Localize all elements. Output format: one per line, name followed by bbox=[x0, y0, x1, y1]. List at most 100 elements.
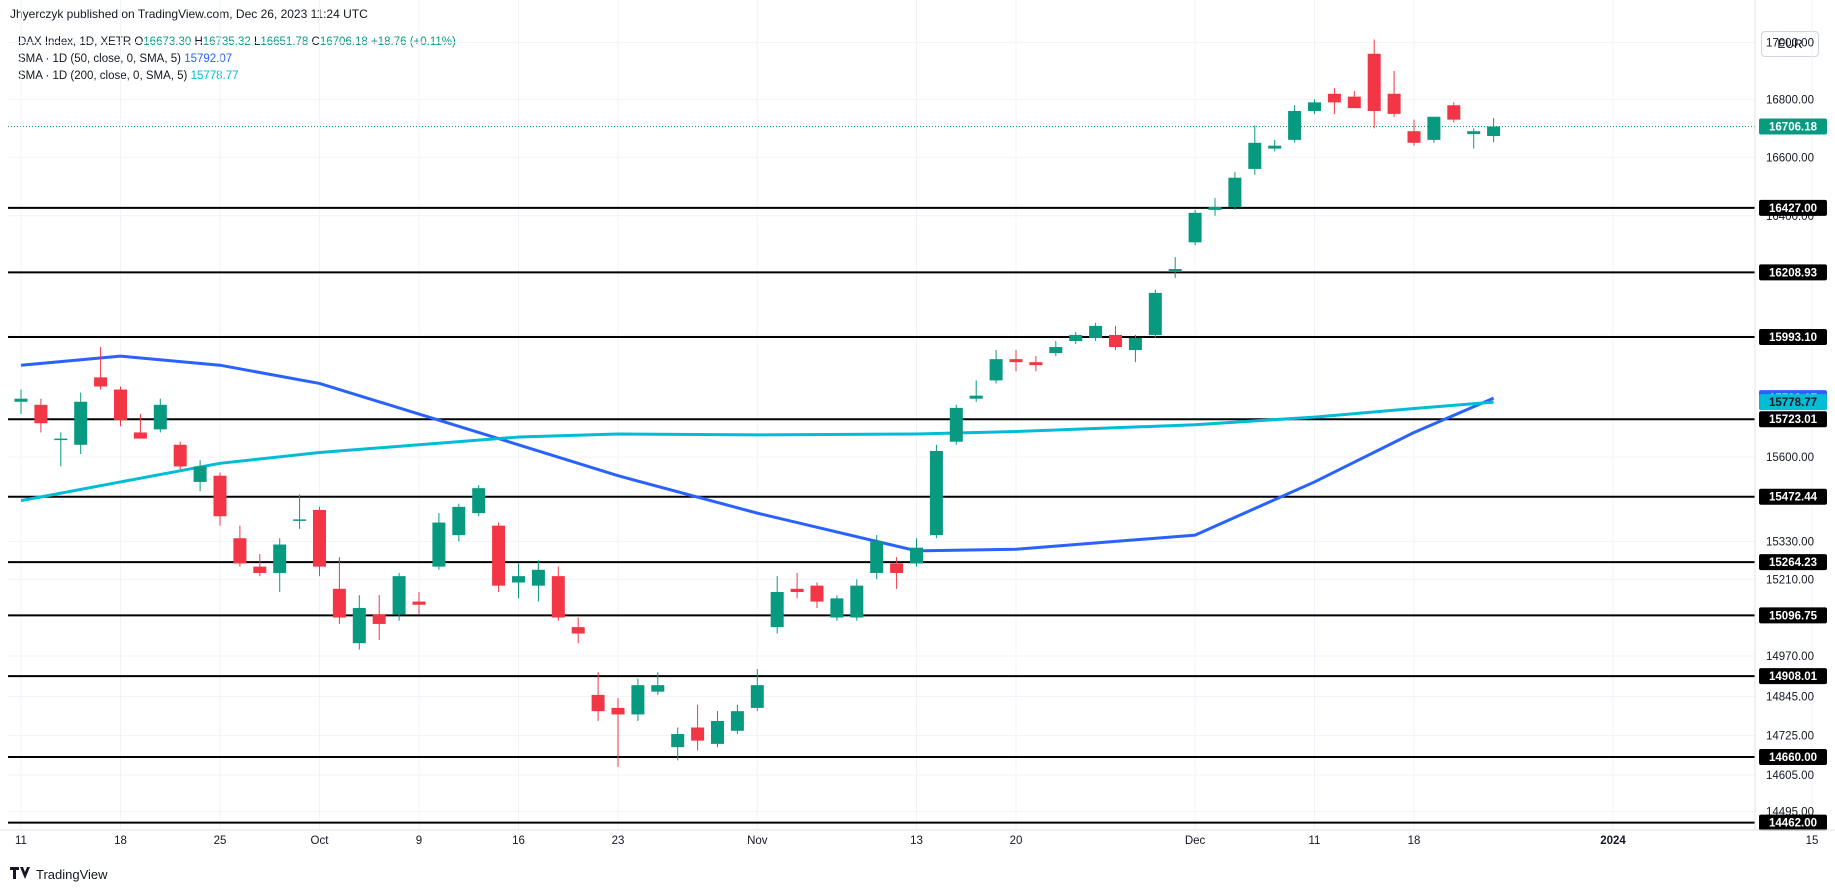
candle-body bbox=[830, 598, 844, 618]
sma200-value: 15778.77 bbox=[190, 70, 239, 82]
level-price-tag: 15264.23 bbox=[1759, 554, 1827, 571]
candle bbox=[1347, 90, 1361, 109]
sma200-line bbox=[20, 400, 1494, 503]
candle-body bbox=[551, 576, 565, 618]
candle-body bbox=[34, 404, 48, 424]
level-price-tag: 15723.01 bbox=[1759, 411, 1827, 428]
tradingview-brand: TradingView bbox=[36, 866, 108, 882]
candle bbox=[372, 595, 386, 640]
time-tick-label: Oct bbox=[311, 835, 330, 847]
level-price-tag-text: 15472.44 bbox=[1769, 492, 1818, 504]
candle-body bbox=[412, 601, 426, 605]
price-tick-label: 17000.00 bbox=[1766, 37, 1814, 49]
candle-body bbox=[133, 432, 147, 439]
sma200-label: SMA · 1D (200, close, 0, SMA, 5) bbox=[18, 70, 188, 82]
candle bbox=[1029, 356, 1043, 372]
candle-body bbox=[332, 588, 346, 618]
candle-body bbox=[1188, 212, 1202, 243]
level-price-tag-bg bbox=[1759, 607, 1827, 624]
candle bbox=[392, 572, 406, 621]
last-price-tag: 16706.18 bbox=[1759, 118, 1827, 135]
level-price-tag-bg bbox=[1759, 814, 1827, 831]
candle bbox=[711, 711, 724, 748]
candle bbox=[114, 386, 127, 427]
candle-body bbox=[1128, 337, 1142, 351]
level-price-tag-bg bbox=[1759, 329, 1827, 346]
candle bbox=[1228, 171, 1242, 210]
candle-body bbox=[1069, 334, 1083, 341]
candle bbox=[173, 441, 187, 470]
candle-body bbox=[1228, 177, 1242, 207]
time-tick-label: 18 bbox=[114, 835, 127, 847]
time-axis[interactable]: 11 18 25 Oct 9 16 23 Nov 13 20 Dec 11 18 2024 15 bbox=[0, 829, 1835, 847]
level-price-tag-bg bbox=[1759, 264, 1827, 281]
candle-body bbox=[193, 466, 207, 482]
time-tick-label: 18 bbox=[1408, 835, 1421, 847]
level-price-tag-text: 14462.00 bbox=[1769, 818, 1817, 830]
candle bbox=[1089, 322, 1103, 341]
price-tick-label: 14725.00 bbox=[1766, 731, 1814, 743]
time-tick-label: 23 bbox=[612, 835, 625, 847]
candle bbox=[770, 576, 784, 634]
candle-body bbox=[1208, 206, 1222, 210]
grid bbox=[8, 0, 1813, 830]
sma200-row[interactable]: SMA · 1D (200, close, 0, SMA, 5) 15778.7… bbox=[18, 68, 456, 85]
candle bbox=[512, 563, 525, 599]
level-price-tag-text: 16427.00 bbox=[1769, 203, 1817, 215]
price-tick-label: 14605.00 bbox=[1766, 770, 1814, 782]
candle bbox=[969, 380, 983, 402]
time-tick-label: 20 bbox=[1010, 835, 1023, 847]
candle-body bbox=[1168, 269, 1182, 273]
candle bbox=[94, 347, 108, 390]
candle-body bbox=[1248, 142, 1262, 169]
candle bbox=[1148, 289, 1162, 338]
publisher-caption: Jhyerczyk published on TradingView.com, … bbox=[10, 7, 368, 21]
candle-body bbox=[1029, 362, 1043, 366]
candle-body bbox=[651, 685, 665, 692]
level-price-tag-text: 15723.01 bbox=[1769, 414, 1818, 426]
candle-body bbox=[253, 566, 267, 573]
price-tick-label: 14845.00 bbox=[1766, 692, 1814, 704]
time-tick-label: 13 bbox=[910, 835, 923, 847]
candle-body bbox=[1288, 111, 1302, 140]
candle-body bbox=[472, 488, 486, 514]
price-axis[interactable]: 17000.0016800.0016600.0016400.0016000.00… bbox=[1754, 0, 1827, 831]
candle-body bbox=[114, 389, 127, 421]
candle-body bbox=[352, 607, 366, 644]
candle bbox=[1487, 118, 1501, 143]
price-tick-label: 16800.00 bbox=[1766, 95, 1814, 107]
candle-body bbox=[1009, 359, 1023, 363]
level-price-tag-text: 16208.93 bbox=[1769, 267, 1817, 279]
candle-body bbox=[790, 588, 804, 593]
candle-body bbox=[1367, 53, 1381, 112]
candle bbox=[551, 566, 565, 621]
last-price-tag-bg bbox=[1759, 118, 1827, 135]
candle bbox=[1427, 116, 1441, 143]
level-price-tag-text: 15096.75 bbox=[1769, 610, 1818, 622]
candle bbox=[213, 472, 227, 526]
candle-body bbox=[492, 525, 506, 586]
horizontal-levels bbox=[8, 206, 1755, 824]
candle-body bbox=[631, 685, 645, 715]
candle-body bbox=[949, 407, 963, 442]
candle bbox=[1407, 119, 1421, 146]
level-price-tag-bg bbox=[1759, 411, 1827, 428]
candle bbox=[253, 553, 267, 577]
candle-body bbox=[512, 576, 525, 583]
level-price-tag: 14462.00 bbox=[1759, 814, 1827, 831]
candle-body bbox=[591, 694, 605, 712]
currency-button[interactable]: EUR bbox=[1761, 31, 1819, 57]
level-price-tag-text: 14908.01 bbox=[1769, 671, 1818, 683]
candles bbox=[14, 39, 1501, 767]
level-price-tag: 15993.10 bbox=[1759, 329, 1827, 346]
candle bbox=[1168, 257, 1182, 278]
level-price-tag: 16427.00 bbox=[1759, 199, 1827, 216]
tradingview-logo[interactable]: TradingView bbox=[10, 866, 108, 882]
candle bbox=[850, 579, 864, 621]
level-price-tag: 15472.44 bbox=[1759, 488, 1827, 505]
candle bbox=[313, 506, 326, 577]
candle bbox=[671, 727, 685, 761]
candle bbox=[54, 432, 68, 467]
candle bbox=[631, 678, 645, 721]
